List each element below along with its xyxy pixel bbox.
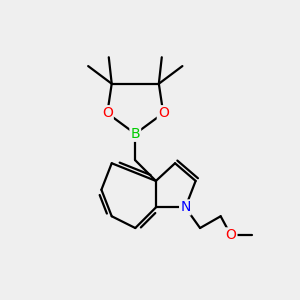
Text: O: O — [158, 106, 169, 120]
Text: N: N — [180, 200, 190, 214]
Text: O: O — [226, 228, 236, 242]
Text: O: O — [102, 106, 113, 120]
Text: B: B — [130, 127, 140, 141]
